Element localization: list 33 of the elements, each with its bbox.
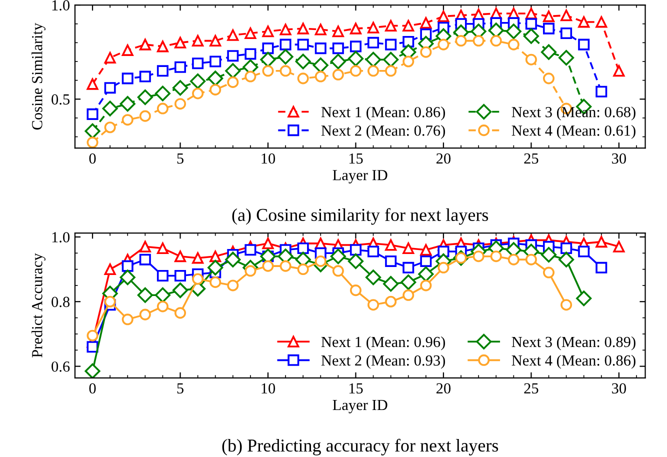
text: (b) Predicting accuracy for next layers bbox=[222, 438, 498, 456]
legend-label: Next 3 (Mean: 0.89) bbox=[512, 336, 636, 350]
x-tick-label: 25 bbox=[524, 153, 538, 164]
x-tick-label: 0 bbox=[89, 153, 96, 164]
x-tick-label: 0 bbox=[89, 383, 96, 394]
y-axis-title: Predict Accuracy bbox=[32, 253, 46, 358]
x-tick-label: 15 bbox=[349, 383, 363, 394]
x-tick-label: 25 bbox=[524, 383, 538, 394]
x-tick-label: 10 bbox=[262, 383, 276, 394]
legend-label: Next 4 (Mean: 0.86) bbox=[512, 354, 636, 369]
legend-label: Next 1 (Mean: 0.86) bbox=[321, 106, 445, 120]
x-tick-label: 30 bbox=[612, 153, 626, 164]
x-axis-title: Layer ID bbox=[332, 170, 388, 184]
x-axis-title: Layer ID bbox=[332, 400, 388, 414]
y-tick-label: 0.6 bbox=[52, 361, 70, 372]
x-tick-label: 5 bbox=[177, 154, 184, 164]
x-tick-label: 10 bbox=[262, 153, 276, 164]
x-tick-label: 5 bbox=[177, 383, 184, 394]
legend-label: Next 3 (Mean: 0.68) bbox=[512, 106, 636, 120]
legend-label: Next 4 (Mean: 0.61) bbox=[512, 125, 636, 139]
x-tick-label: 20 bbox=[436, 383, 451, 394]
legend-label: Next 2 (Mean: 0.93) bbox=[321, 354, 445, 369]
legend-label: Next 2 (Mean: 0.76) bbox=[321, 125, 445, 139]
text: (a) Cosine similarity for next layers bbox=[232, 208, 488, 225]
y-tick-label: 0.8 bbox=[52, 296, 70, 308]
y-tick-label: 1.0 bbox=[52, 0, 70, 11]
y-tick-label: 0.5 bbox=[52, 94, 70, 105]
legend-label: Next 1 (Mean: 0.96) bbox=[321, 336, 445, 350]
x-tick-label: 15 bbox=[349, 153, 363, 164]
y-tick-label: 1.0 bbox=[52, 232, 70, 242]
x-tick-label: 20 bbox=[436, 153, 451, 164]
y-axis-title: Cosine Similarity bbox=[32, 22, 46, 130]
x-tick-label: 30 bbox=[612, 383, 626, 394]
